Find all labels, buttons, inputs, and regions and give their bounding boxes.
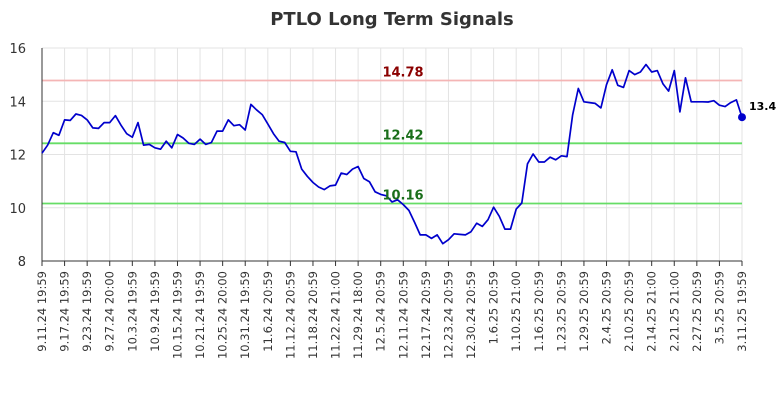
x-tick-label: 1.6.25 20:59 — [487, 271, 501, 344]
x-tick-label: 9.23.24 19:59 — [80, 271, 94, 352]
reference-line-label: 12.42 — [382, 128, 423, 143]
x-tick-label: 2.21.25 21:00 — [667, 271, 681, 352]
x-tick-label: 12.30.24 20:59 — [464, 271, 478, 359]
x-tick-label: 3.11.25 19:59 — [735, 271, 749, 352]
x-tick-label: 11.6.24 20:59 — [261, 271, 275, 352]
x-tick-label: 2.14.25 21:00 — [645, 271, 659, 352]
series-line — [41, 63, 743, 245]
x-tick-label: 9.27.24 20:00 — [103, 271, 117, 352]
x-tick-label: 2.27.25 20:59 — [690, 271, 704, 352]
x-tick-label: 10.21.24 19:59 — [193, 271, 207, 359]
y-tick-label: 10 — [9, 202, 26, 217]
labels: 14.78 12.42 10.16 13.4 — [382, 65, 776, 203]
x-tick-label: 2.10.25 20:59 — [622, 271, 636, 352]
x-tick-label: 3.5.25 20:59 — [712, 271, 726, 344]
x-tick-label: 12.11.24 20:59 — [396, 271, 410, 359]
x-tick-label: 12.23.24 20:59 — [441, 271, 455, 359]
y-tick-label: 12 — [9, 149, 26, 164]
x-tick-label: 10.31.24 19:59 — [238, 271, 252, 359]
x-tick-label: 10.3.24 19:59 — [125, 271, 139, 352]
x-tick-label: 11.29.24 18:00 — [351, 271, 365, 359]
series — [41, 63, 746, 245]
x-tick-label: 9.11.24 19:59 — [35, 271, 49, 352]
x-tick-label: 11.18.24 20:59 — [306, 271, 320, 359]
y-tick-label: 16 — [9, 42, 26, 57]
x-tick-label: 1.16.25 20:59 — [532, 271, 546, 352]
x-tick-label: 9.17.24 19:59 — [58, 271, 72, 352]
reference-line-label: 14.78 — [382, 65, 423, 80]
y-tick-label: 14 — [9, 95, 26, 110]
x-tick-label: 11.22.24 21:00 — [329, 271, 343, 359]
x-tick-label: 1.23.25 20:59 — [554, 271, 568, 352]
x-tick-label: 12.5.24 20:59 — [374, 271, 388, 352]
x-tick-label: 2.4.25 20:59 — [600, 271, 614, 344]
reference-line-label: 10.16 — [382, 188, 423, 203]
last-point-marker — [738, 113, 746, 122]
x-tick-label: 10.25.24 20:00 — [216, 271, 230, 359]
chart-title: PTLO Long Term Signals — [270, 9, 514, 30]
x-tick-label: 11.12.24 20:59 — [283, 271, 297, 359]
y-tick-label: 8 — [18, 255, 26, 270]
x-tick-label: 1.29.25 20:59 — [577, 271, 591, 352]
x-tick-label: 1.10.25 21:00 — [509, 271, 523, 352]
axes: 8 10 12 14 16 9.11.24 19:59 9.17.24 19:59 9.23.… — [9, 42, 749, 359]
x-tick-label: 10.9.24 19:59 — [148, 271, 162, 352]
x-tick-label: 10.15.24 19:59 — [170, 271, 184, 359]
x-tick-label: 12.17.24 20:59 — [419, 271, 433, 359]
last-value-label: 13.4 — [749, 100, 776, 113]
